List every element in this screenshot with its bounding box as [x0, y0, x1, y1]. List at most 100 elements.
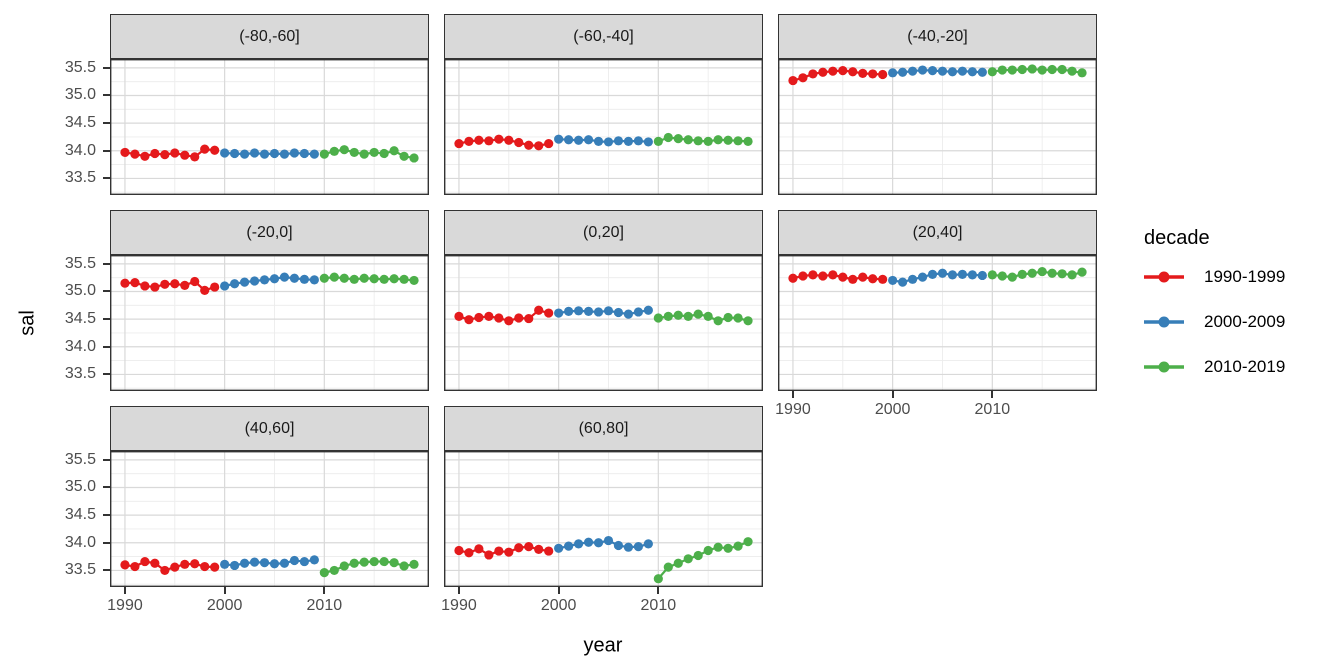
data-point	[299, 148, 309, 159]
data-point	[349, 558, 359, 568]
data-point	[269, 559, 280, 569]
x-tick-label: 1990	[775, 401, 811, 418]
data-point	[957, 269, 968, 279]
data-point	[723, 543, 733, 553]
data-point	[713, 316, 723, 326]
y-tick	[103, 262, 110, 265]
data-point	[160, 150, 170, 160]
legend-label: 2010-2019	[1204, 356, 1286, 376]
data-point	[249, 276, 260, 286]
data-point	[878, 274, 888, 284]
data-point	[947, 67, 958, 77]
data-point	[190, 276, 200, 287]
series-line-2010-2019	[992, 67, 1083, 74]
data-point	[573, 539, 584, 549]
legend-key-icon	[1144, 314, 1184, 330]
data-point	[593, 136, 604, 146]
data-point	[309, 149, 319, 159]
data-point	[504, 547, 514, 557]
data-point	[329, 146, 339, 156]
y-tick-label: 35.5	[64, 254, 96, 272]
data-point	[603, 137, 614, 147]
data-point	[967, 270, 977, 280]
data-point	[693, 550, 703, 561]
x-tick-label: 2000	[874, 401, 911, 418]
panel-canvas	[444, 255, 763, 391]
data-point	[514, 137, 524, 148]
data-point	[798, 271, 808, 281]
y-tick	[103, 514, 110, 517]
data-point	[808, 69, 818, 79]
facet-panel	[444, 451, 763, 587]
data-point	[663, 132, 673, 143]
facet-strip: (-60,-40]	[444, 14, 763, 59]
data-point	[693, 136, 703, 146]
data-point	[907, 66, 918, 76]
data-point	[1067, 66, 1077, 76]
data-point	[957, 66, 968, 76]
legend-item-2010-2019: 2010-2019	[1144, 344, 1334, 389]
series-line-2010-2019	[992, 270, 1083, 279]
data-point	[329, 272, 339, 282]
data-point	[464, 315, 474, 325]
data-point	[120, 560, 130, 570]
data-point	[279, 272, 290, 282]
x-tick-label: 2000	[540, 597, 577, 614]
data-point	[673, 134, 683, 144]
data-point	[1077, 68, 1087, 78]
facet-panel	[110, 59, 429, 195]
data-point	[723, 312, 733, 323]
facet-strip: (-40,-20]	[778, 14, 1097, 59]
data-point	[544, 308, 554, 318]
data-point	[593, 538, 604, 548]
data-point	[997, 271, 1007, 281]
data-point	[299, 274, 309, 284]
series-line-1990-1999	[792, 273, 883, 281]
series-line-1990-1999	[792, 69, 883, 82]
data-point	[379, 556, 389, 567]
legend-key-icon	[1144, 269, 1184, 285]
data-point	[359, 273, 369, 283]
series-line-1990-1999	[124, 147, 215, 159]
data-point	[1017, 269, 1027, 279]
data-point	[633, 136, 643, 146]
panel-canvas	[778, 59, 1097, 195]
data-point	[524, 542, 534, 552]
data-point	[733, 136, 743, 146]
panel-canvas	[444, 59, 763, 195]
data-point	[230, 148, 240, 159]
y-tick-label: 35.0	[64, 478, 96, 496]
data-point	[494, 134, 504, 144]
y-tick	[103, 290, 110, 293]
data-point	[180, 280, 190, 291]
y-tick-label: 34.0	[64, 141, 96, 159]
facet-strip: (0,20]	[444, 210, 763, 255]
x-tick	[657, 587, 660, 594]
data-point	[997, 65, 1007, 75]
data-point	[259, 275, 270, 285]
data-point	[220, 559, 230, 569]
data-point	[329, 565, 339, 576]
data-point	[564, 541, 574, 551]
data-point	[743, 136, 753, 146]
data-point	[534, 305, 544, 315]
data-point	[603, 535, 614, 546]
y-tick-label: 33.5	[64, 169, 96, 187]
data-point	[977, 270, 987, 281]
data-point	[1007, 272, 1017, 282]
panel-canvas	[778, 255, 1097, 391]
data-point	[703, 136, 713, 146]
data-point	[623, 136, 634, 146]
data-point	[593, 307, 604, 317]
data-point	[828, 66, 838, 76]
y-tick-label: 34.5	[64, 310, 96, 328]
data-point	[289, 555, 300, 566]
data-point	[653, 574, 663, 584]
data-point	[130, 561, 140, 572]
data-point	[379, 148, 389, 159]
data-point	[554, 134, 564, 144]
data-point	[359, 557, 369, 567]
series-line-2000-2009	[892, 272, 983, 284]
data-point	[868, 69, 878, 79]
data-point	[259, 558, 270, 568]
